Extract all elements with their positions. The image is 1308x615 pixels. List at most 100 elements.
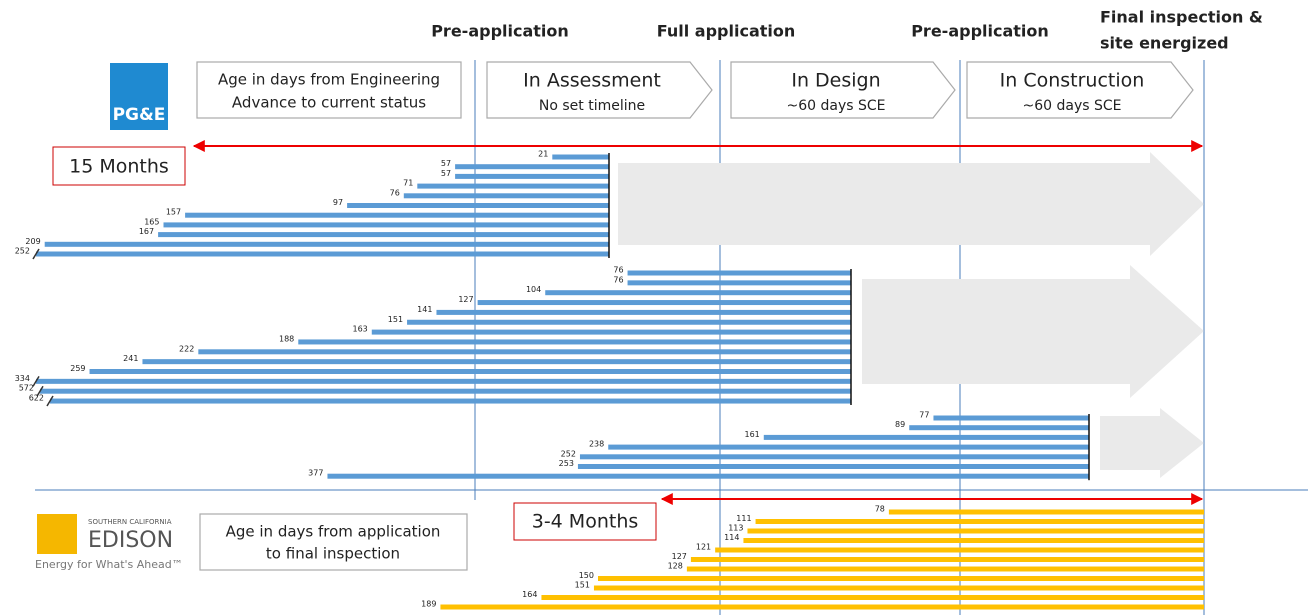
bar — [163, 222, 609, 228]
bar — [627, 270, 851, 276]
bar — [142, 359, 851, 365]
bar — [455, 164, 609, 170]
bar — [50, 398, 851, 404]
value-label: 127 — [458, 295, 473, 304]
stage-subtitle: ~60 days SCE — [1023, 98, 1122, 114]
sce-logo: SOUTHERN CALIFORNIA EDISON Energy for Wh… — [35, 514, 183, 571]
bar — [577, 464, 1089, 469]
bar — [627, 280, 851, 286]
header-label: site energized — [1100, 34, 1229, 53]
duration-text: 3-4 Months — [532, 511, 639, 533]
value-label: 77 — [919, 411, 929, 420]
bar — [440, 604, 1204, 610]
bar — [909, 425, 1089, 431]
value-label: 164 — [522, 590, 537, 599]
bar — [888, 509, 1204, 515]
bar — [36, 251, 609, 257]
break-mark — [46, 395, 54, 407]
stage-chevron — [966, 61, 1194, 119]
value-label: 188 — [279, 334, 294, 343]
bar — [185, 212, 609, 218]
bar — [747, 528, 1204, 534]
bar — [407, 319, 851, 325]
value-label: 157 — [166, 208, 181, 217]
value-label: 97 — [333, 198, 343, 207]
value-label: 76 — [613, 275, 623, 284]
stage-title: In Assessment — [523, 70, 661, 92]
value-label: 334 — [15, 374, 30, 383]
bar — [715, 547, 1204, 553]
value-label: 622 — [29, 394, 44, 403]
value-label: 167 — [139, 227, 154, 236]
stage-subtitle: No set timeline — [539, 98, 645, 114]
value-label: 89 — [895, 420, 905, 429]
duration-box — [52, 146, 186, 186]
bar — [403, 193, 609, 199]
note-text: Advance to current status — [232, 94, 426, 112]
value-label: 57 — [441, 169, 451, 178]
bar — [690, 557, 1204, 562]
bar — [686, 566, 1204, 572]
bar — [371, 329, 851, 335]
duration-box — [513, 502, 657, 541]
value-label: 114 — [724, 533, 739, 542]
value-label: 252 — [15, 247, 30, 256]
value-label: 165 — [144, 217, 159, 226]
value-label: 111 — [736, 514, 751, 523]
flow-arrows — [618, 152, 1204, 478]
value-label: 151 — [388, 315, 403, 324]
bar — [598, 576, 1204, 581]
pge-logo-text: PG&E — [113, 105, 166, 125]
note-box — [199, 513, 468, 571]
bar — [743, 538, 1204, 543]
bar — [545, 290, 851, 296]
sce-logo-text: Energy for What's Ahead™ — [35, 558, 183, 571]
value-label: 76 — [390, 188, 400, 197]
duration-text: 15 Months — [69, 156, 169, 178]
sce-logo-mark — [37, 514, 77, 554]
header-label: Final inspection & — [1100, 8, 1263, 27]
value-label: 141 — [417, 305, 432, 314]
stage-title: In Design — [791, 70, 880, 92]
value-label: 121 — [696, 543, 711, 552]
stage-subtitle: ~60 days SCE — [787, 98, 886, 114]
value-label: 572 — [19, 384, 34, 393]
value-label: 163 — [352, 325, 367, 334]
note-box — [196, 61, 462, 119]
bar — [298, 339, 851, 345]
bar — [763, 434, 1089, 440]
pge-logo — [110, 63, 168, 130]
bar — [198, 349, 851, 355]
bar — [755, 519, 1204, 524]
bar — [327, 473, 1090, 479]
value-label: 253 — [559, 459, 574, 468]
header-label: Pre-application — [911, 22, 1049, 41]
stage-chevron — [730, 61, 956, 119]
value-label: 161 — [744, 430, 759, 439]
value-label: 151 — [575, 581, 590, 590]
bar — [40, 388, 851, 394]
bar — [579, 454, 1089, 460]
stage-title: In Construction — [1000, 70, 1145, 92]
value-label: 150 — [579, 571, 594, 580]
bar — [477, 300, 851, 306]
note-text: to final inspection — [266, 545, 400, 563]
value-label: 209 — [25, 237, 40, 246]
value-label: 189 — [421, 600, 436, 609]
bar — [417, 183, 609, 189]
break-mark — [36, 385, 44, 397]
break-mark — [32, 375, 40, 387]
value-label: 241 — [123, 354, 138, 363]
value-label: 78 — [875, 505, 885, 514]
value-label: 222 — [179, 344, 194, 353]
bar — [608, 444, 1089, 450]
note-text: Age in days from Engineering — [218, 71, 440, 89]
value-label: 104 — [526, 285, 541, 294]
header-label: Full application — [657, 22, 796, 41]
value-label: 238 — [589, 440, 604, 449]
break-mark — [32, 248, 40, 260]
value-label: 113 — [728, 524, 743, 533]
bar — [158, 232, 609, 238]
flow-arrow — [618, 152, 1204, 256]
